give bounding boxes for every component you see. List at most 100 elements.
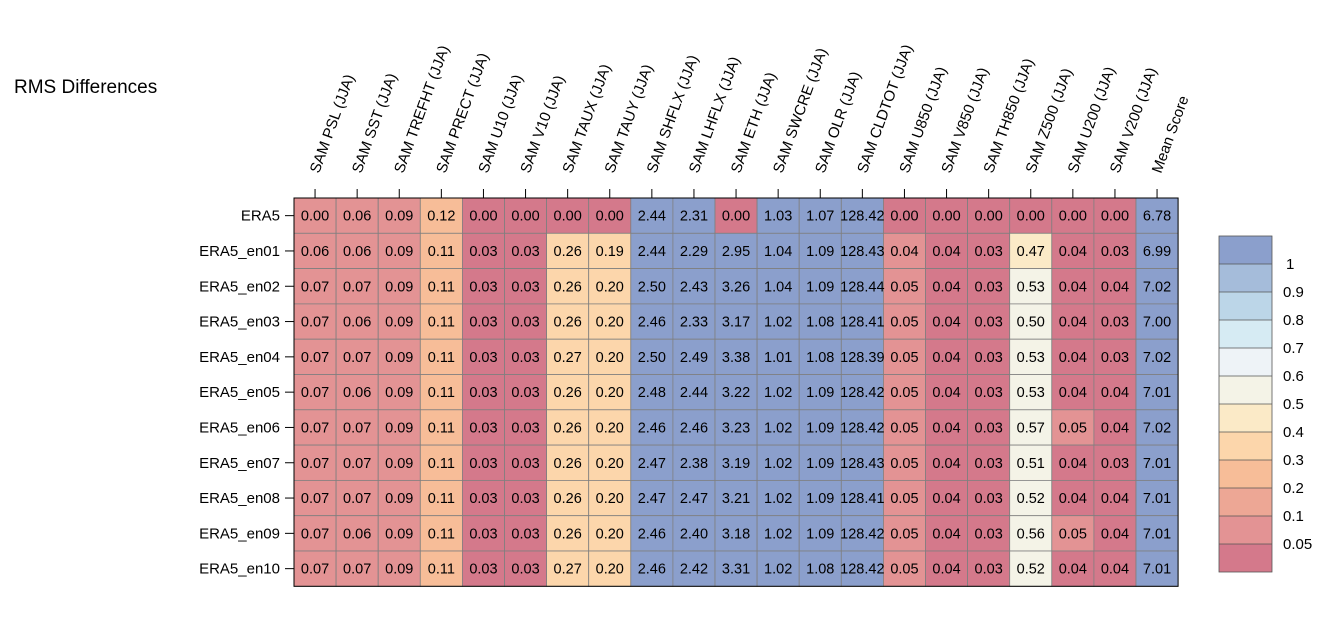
cell-value-label: 1.03 — [764, 209, 792, 225]
cell-value-label: 2.46 — [680, 420, 708, 436]
cell-value-label: 0.11 — [428, 491, 455, 507]
heatmap-cell — [883, 444, 926, 481]
cell-value-label: 0.03 — [469, 244, 497, 260]
heatmap-cell — [925, 374, 968, 411]
cell-value-label: 0.04 — [1101, 562, 1129, 578]
heatmap-cell — [377, 338, 421, 375]
cell-value-label: 0.03 — [975, 315, 1003, 331]
cell-value-label: 0.20 — [596, 420, 624, 436]
heatmap-cell — [630, 444, 674, 481]
heatmap-cell — [798, 479, 842, 517]
cell-value-label: 0.04 — [1101, 491, 1129, 507]
heatmap-cell — [1135, 374, 1179, 411]
colorbar-tick-label: 0.1 — [1283, 508, 1304, 525]
heatmap-cell — [672, 232, 716, 270]
column-labels: SAM PSL (JJA)SAM SST (JJA)SAM TREFHT (JJ… — [307, 42, 1192, 198]
cell-value-label: 0.00 — [1059, 209, 1087, 225]
cell-value-label: 0.05 — [890, 420, 918, 436]
cell-value-label: 0.04 — [1059, 491, 1087, 507]
cell-value-label: 2.46 — [638, 420, 666, 436]
heatmap-cell — [588, 232, 632, 270]
heatmap-cell — [798, 409, 842, 446]
heatmap-cell — [588, 550, 632, 587]
cell-value-label: 7.01 — [1143, 385, 1171, 401]
colorbar-segment — [1219, 488, 1272, 516]
cell-value-label: 2.47 — [680, 491, 708, 507]
cell-value-label: 0.05 — [890, 385, 918, 401]
cell-value-label: 128.42 — [840, 420, 884, 436]
cell-value-label: 1.02 — [764, 526, 792, 542]
cell-value-labels: 0.00 0.06 0.09 0.12 0.00 0.00 0.00 0.00 2.44 2.31… — [301, 209, 1171, 578]
cell-value-label: 0.00 — [469, 209, 497, 225]
heatmap-cell — [925, 338, 968, 375]
cell-value-label: 2.44 — [638, 209, 666, 225]
heatmap-cell — [1051, 303, 1095, 340]
colorbar-segment — [1219, 292, 1272, 320]
cell-value-label: 0.11 — [428, 420, 455, 436]
cell-value-label: 0.11 — [428, 385, 455, 401]
cell-value-label: 0.11 — [428, 562, 455, 578]
cell-value-label: 0.53 — [1017, 385, 1045, 401]
heatmap-cell — [840, 444, 884, 481]
cell-value-label: 0.07 — [301, 315, 329, 331]
cell-value-label: 128.42 — [840, 526, 884, 542]
heatmap-cell — [293, 409, 337, 446]
cell-value-label: 3.18 — [722, 526, 750, 542]
cell-value-label: 0.07 — [343, 562, 371, 578]
heatmap-cell — [419, 550, 463, 587]
cell-value-label: 0.20 — [596, 562, 624, 578]
heatmap-cell — [798, 444, 842, 481]
cell-value-label: 2.38 — [680, 456, 708, 472]
cell-value-label: 0.05 — [890, 526, 918, 542]
cell-value-label: 0.03 — [511, 420, 539, 436]
heatmap-cell — [293, 232, 337, 270]
cell-value-label: 0.04 — [932, 491, 960, 507]
cell-value-label: 0.09 — [385, 420, 413, 436]
heatmap-cell — [1051, 338, 1095, 375]
cell-value-label: 0.07 — [343, 279, 371, 295]
colorbar-legend: 1 0.9 0.8 0.7 0.6 0.5 0.4 0.3 0.2 0.1 0.05 — [1218, 235, 1312, 573]
cell-value-label: 0.03 — [975, 420, 1003, 436]
cell-value-label: 0.56 — [1017, 526, 1045, 542]
cell-value-label: 0.00 — [596, 209, 624, 225]
heatmap-cell — [461, 444, 505, 481]
heatmap-cell — [967, 409, 1011, 446]
cell-value-label: 0.26 — [554, 456, 582, 472]
heatmap-cell — [293, 550, 337, 587]
cell-value-label: 0.20 — [596, 315, 624, 331]
heatmap-cell — [798, 515, 842, 552]
cell-value-label: 0.03 — [1101, 456, 1129, 472]
cell-value-label: 0.07 — [301, 420, 329, 436]
cell-value-label: 0.07 — [301, 385, 329, 401]
cell-value-label: 0.03 — [511, 315, 539, 331]
row-label: ERA5_en05 — [199, 384, 280, 401]
heatmap-cell — [504, 232, 547, 270]
cell-value-label: 0.04 — [1101, 385, 1129, 401]
heatmap-cell — [1009, 197, 1053, 234]
cell-value-label: 0.03 — [975, 279, 1003, 295]
heatmap-cell — [1135, 197, 1179, 234]
cell-value-label: 0.03 — [511, 244, 539, 260]
heatmap-cell — [967, 515, 1011, 552]
heatmap-cell — [461, 409, 505, 446]
cell-value-label: 0.04 — [932, 562, 960, 578]
cell-value-label: 2.47 — [638, 491, 666, 507]
heatmap-cell — [1093, 409, 1137, 446]
heatmap-cell — [1093, 479, 1137, 517]
cell-value-label: 0.07 — [301, 526, 329, 542]
cell-value-label: 0.00 — [301, 209, 329, 225]
cell-value-label: 0.06 — [343, 209, 371, 225]
cell-value-label: 0.03 — [469, 526, 497, 542]
heatmap-cell — [419, 338, 463, 375]
cell-value-label: 1.02 — [764, 315, 792, 331]
heatmap-cell — [293, 303, 337, 340]
cell-value-label: 0.26 — [554, 420, 582, 436]
heatmap-cell — [588, 409, 632, 446]
cell-value-label: 0.53 — [1017, 279, 1045, 295]
heatmap-cell — [798, 268, 842, 305]
cell-value-label: 1.04 — [764, 244, 792, 260]
cell-value-label: 0.00 — [511, 209, 539, 225]
heatmap-cell — [1051, 444, 1095, 481]
cell-value-label: 0.09 — [385, 491, 413, 507]
heatmap-cell — [461, 268, 505, 305]
